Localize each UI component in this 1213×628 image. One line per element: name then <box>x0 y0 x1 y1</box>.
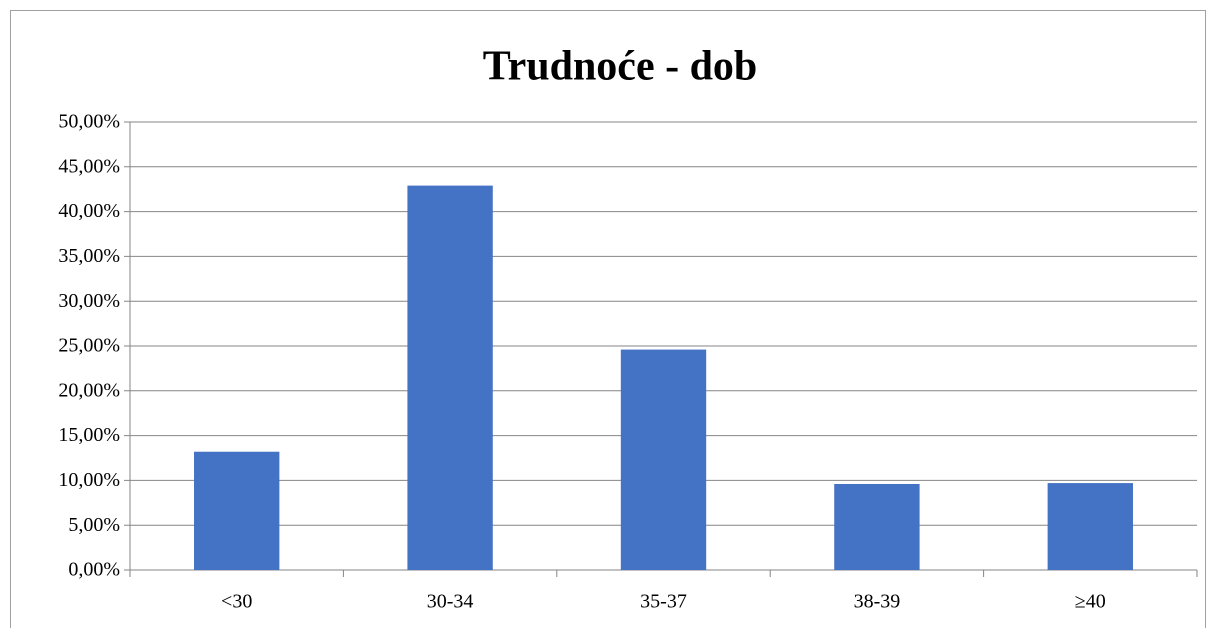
bar <box>620 349 707 570</box>
y-tick-label: 30,00% <box>58 290 120 312</box>
x-tick-label: 38-39 <box>854 591 901 613</box>
bar <box>194 451 280 570</box>
y-tick-label: 35,00% <box>58 245 120 267</box>
y-tick-label: 45,00% <box>58 155 120 177</box>
y-tick-label: 0,00% <box>68 559 120 581</box>
chart-frame <box>10 10 1206 628</box>
x-tick-label: <30 <box>221 591 252 613</box>
bar <box>834 483 920 570</box>
bar <box>1047 483 1133 570</box>
y-tick-label: 50,00% <box>58 111 120 133</box>
chart-title: Trudnoće - dob <box>483 44 758 90</box>
x-tick-label: ≥40 <box>1075 591 1106 613</box>
y-tick-label: 5,00% <box>68 514 120 536</box>
bar <box>407 185 493 570</box>
x-tick-label: 30-34 <box>427 591 474 613</box>
y-tick-label: 10,00% <box>58 469 120 491</box>
y-tick-label: 20,00% <box>58 379 120 401</box>
x-tick-label: 35-37 <box>640 591 687 613</box>
y-tick-label: 25,00% <box>58 335 120 357</box>
y-tick-label: 15,00% <box>58 424 120 446</box>
y-tick-label: 40,00% <box>58 200 120 222</box>
